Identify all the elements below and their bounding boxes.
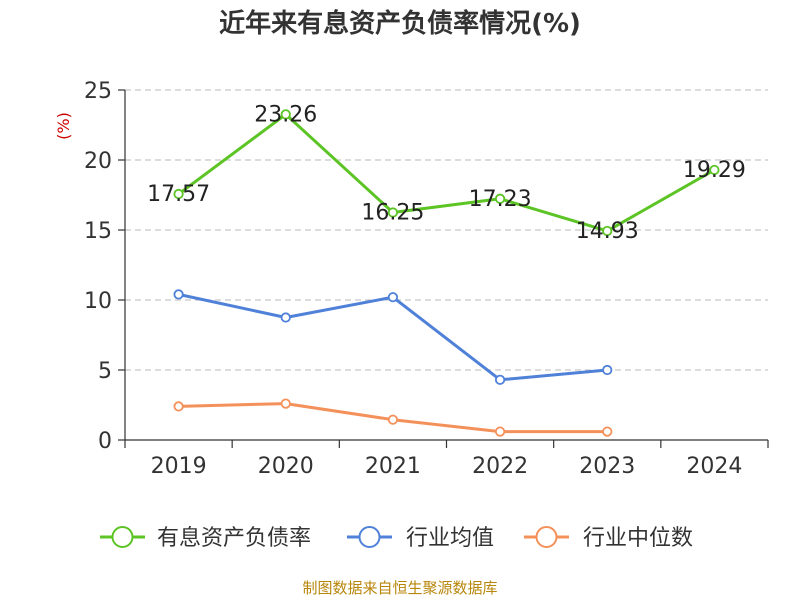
legend-item-0: 有息资产负债率 xyxy=(100,526,311,551)
series-line xyxy=(177,112,716,233)
data-point xyxy=(387,292,399,303)
data-label: 17.23 xyxy=(469,187,532,212)
source-note: 制图数据来自恒生聚源数据库 xyxy=(302,579,497,597)
legend-label: 有息资产负债率 xyxy=(157,526,311,551)
data-point xyxy=(280,109,291,120)
series-2 xyxy=(173,398,613,437)
series-layer xyxy=(173,109,720,437)
grid-lines xyxy=(125,89,768,371)
data-point xyxy=(173,289,184,300)
y-axis-unit: (%) xyxy=(54,112,73,140)
x-tick-label: 2021 xyxy=(365,454,421,479)
legend-item-2: 行业中位数 xyxy=(524,526,693,551)
y-tick-label: 15 xyxy=(84,219,112,244)
data-label: 14.93 xyxy=(576,219,639,244)
data-point xyxy=(602,364,613,376)
data-point xyxy=(387,207,399,218)
legend-swatch-marker xyxy=(535,526,558,548)
data-point xyxy=(387,414,399,425)
legend: 有息资产负债率 行业均值 行业中位数 xyxy=(100,526,693,551)
data-label: 16.25 xyxy=(361,201,424,226)
y-tick-label: 25 xyxy=(84,79,112,104)
data-label: 19.29 xyxy=(683,158,746,183)
data-point xyxy=(494,193,506,204)
data-point xyxy=(494,426,506,437)
data-point xyxy=(709,164,720,176)
y-tick-label: 5 xyxy=(98,359,112,384)
data-point xyxy=(280,398,291,409)
data-label: 23.26 xyxy=(254,102,317,127)
data-point xyxy=(173,401,184,412)
series-line xyxy=(177,292,609,382)
data-point xyxy=(602,426,613,437)
data-labels: 17.57 23.26 16.25 17.23 14.93 19.29 xyxy=(147,102,746,244)
data-point xyxy=(173,188,184,200)
data-point xyxy=(280,312,291,323)
axes: 0 5 10 15 20 25 2019 2020 2021 2022 2023 2024 xyxy=(84,79,769,479)
x-tick-label: 2024 xyxy=(686,454,742,479)
legend-swatch-marker xyxy=(111,526,134,548)
x-tick-label: 2019 xyxy=(151,454,207,479)
legend-item-1: 行业均值 xyxy=(347,526,494,551)
legend-label: 行业中位数 xyxy=(583,526,693,551)
y-tick-label: 10 xyxy=(84,289,112,314)
legend-swatch-marker xyxy=(358,526,381,548)
legend-label: 行业均值 xyxy=(406,526,494,551)
data-point xyxy=(602,225,613,237)
x-tick-label: 2022 xyxy=(472,454,528,479)
y-tick-label: 20 xyxy=(84,149,112,174)
y-tick-label: 0 xyxy=(98,429,112,454)
series-1 xyxy=(173,289,613,385)
chart-title: 近年来有息资产负债率情况(%) xyxy=(219,8,581,39)
series-0 xyxy=(173,109,720,237)
x-tick-label: 2020 xyxy=(258,454,314,479)
x-tick-label: 2023 xyxy=(579,454,635,479)
data-label: 17.57 xyxy=(147,182,210,207)
data-point xyxy=(494,374,506,385)
